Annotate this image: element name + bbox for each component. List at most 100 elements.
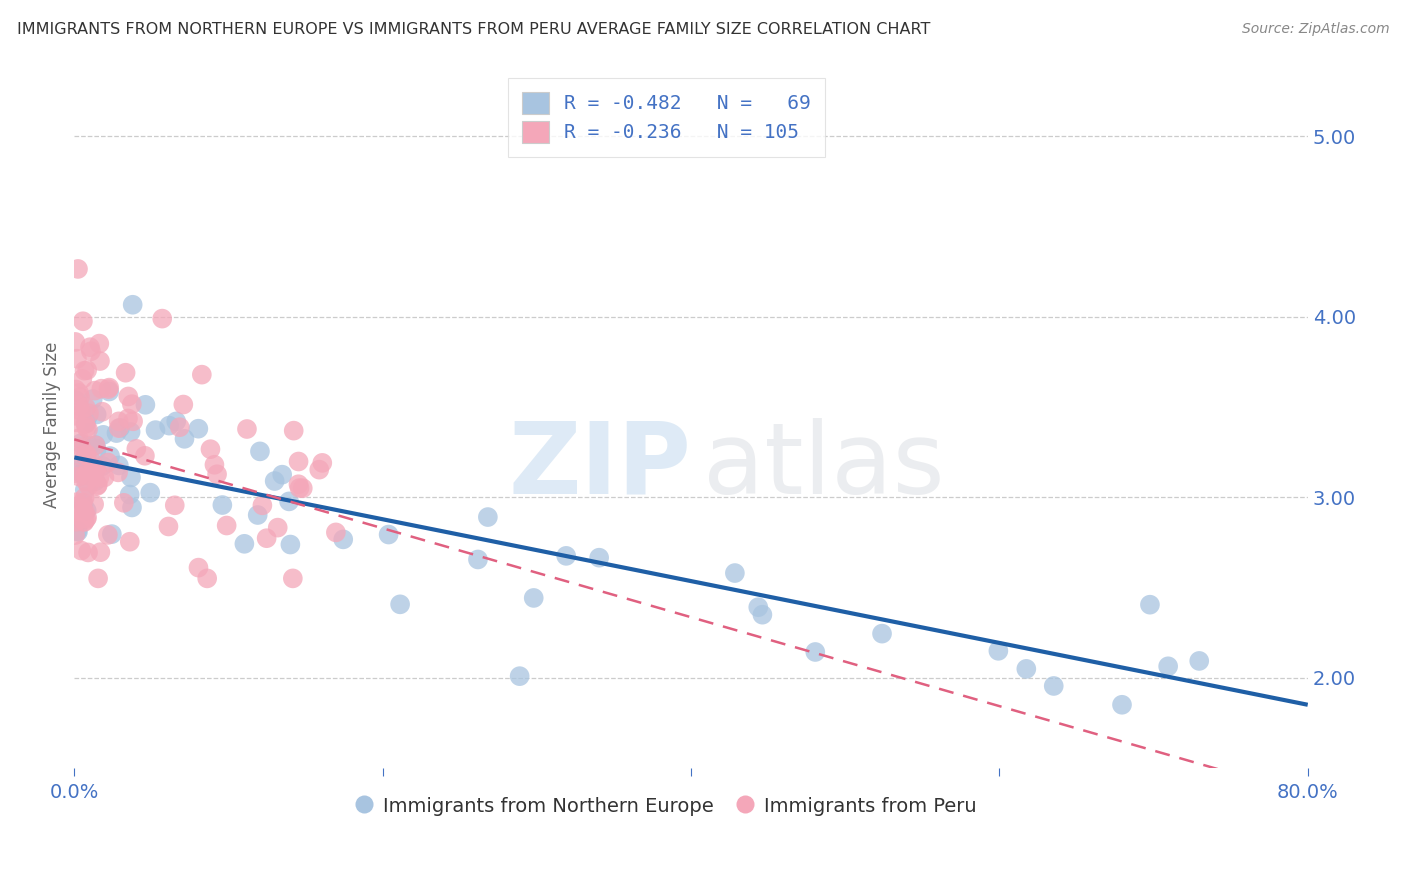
Point xyxy=(86,408,108,422)
Point xyxy=(120,425,142,439)
Point xyxy=(98,381,121,395)
Point xyxy=(69,390,91,404)
Point xyxy=(308,463,330,477)
Point xyxy=(77,422,100,436)
Point xyxy=(287,454,309,468)
Point xyxy=(77,406,100,420)
Point xyxy=(377,527,399,541)
Point xyxy=(72,512,94,526)
Point xyxy=(1111,698,1133,712)
Point xyxy=(278,494,301,508)
Point xyxy=(75,512,97,526)
Point xyxy=(1042,679,1064,693)
Point xyxy=(89,336,111,351)
Point xyxy=(84,474,107,488)
Point xyxy=(84,438,107,452)
Point xyxy=(172,398,194,412)
Point xyxy=(73,462,96,476)
Text: ZIP: ZIP xyxy=(508,417,690,515)
Point xyxy=(134,449,156,463)
Point xyxy=(509,669,531,683)
Point xyxy=(77,479,100,493)
Text: Source: ZipAtlas.com: Source: ZipAtlas.com xyxy=(1241,22,1389,37)
Point xyxy=(187,422,209,436)
Point xyxy=(108,458,131,473)
Point xyxy=(66,524,89,539)
Point xyxy=(69,436,91,450)
Point xyxy=(67,469,90,483)
Point xyxy=(139,485,162,500)
Point xyxy=(120,470,142,484)
Point xyxy=(187,560,209,574)
Point xyxy=(125,442,148,456)
Point xyxy=(205,467,228,482)
Point xyxy=(389,598,412,612)
Point xyxy=(63,466,86,480)
Legend: Immigrants from Northern Europe, Immigrants from Peru: Immigrants from Northern Europe, Immigra… xyxy=(349,789,984,823)
Point xyxy=(200,442,222,457)
Point xyxy=(89,470,111,484)
Point xyxy=(89,354,111,368)
Point xyxy=(75,448,97,462)
Point xyxy=(65,393,87,408)
Point xyxy=(69,449,91,463)
Point xyxy=(76,447,98,461)
Point xyxy=(173,432,195,446)
Point xyxy=(67,386,90,401)
Point xyxy=(77,464,100,478)
Point xyxy=(107,466,129,480)
Point xyxy=(870,626,893,640)
Point xyxy=(82,392,104,406)
Point xyxy=(72,502,94,516)
Point xyxy=(215,518,238,533)
Point xyxy=(267,521,290,535)
Point xyxy=(987,644,1010,658)
Point xyxy=(65,409,87,423)
Point xyxy=(1139,598,1161,612)
Point xyxy=(73,364,96,378)
Point xyxy=(66,524,89,538)
Point xyxy=(283,424,305,438)
Point xyxy=(72,495,94,509)
Point xyxy=(84,438,107,452)
Point xyxy=(204,458,226,472)
Point xyxy=(98,384,121,399)
Point xyxy=(83,497,105,511)
Point xyxy=(87,571,110,585)
Point xyxy=(73,491,96,505)
Point xyxy=(82,463,104,477)
Point xyxy=(93,470,115,484)
Point xyxy=(122,414,145,428)
Point xyxy=(246,508,269,522)
Point xyxy=(67,431,90,445)
Point xyxy=(77,409,100,424)
Point xyxy=(467,552,489,566)
Point xyxy=(477,510,499,524)
Point xyxy=(195,571,218,585)
Point xyxy=(281,571,304,585)
Point xyxy=(191,368,214,382)
Point xyxy=(97,455,120,469)
Point xyxy=(86,462,108,476)
Point xyxy=(121,500,143,515)
Point xyxy=(75,475,97,489)
Point xyxy=(67,461,90,475)
Point xyxy=(89,545,111,559)
Point xyxy=(73,483,96,497)
Point xyxy=(65,463,87,477)
Point xyxy=(66,495,89,509)
Point xyxy=(157,519,180,533)
Point xyxy=(79,340,101,354)
Point xyxy=(287,477,309,491)
Point xyxy=(751,607,773,622)
Point xyxy=(121,298,143,312)
Point xyxy=(145,423,167,437)
Point xyxy=(72,372,94,386)
Point xyxy=(1188,654,1211,668)
Point xyxy=(65,383,87,397)
Point xyxy=(118,487,141,501)
Point xyxy=(121,397,143,411)
Point xyxy=(80,454,103,468)
Point xyxy=(73,515,96,529)
Point xyxy=(76,363,98,377)
